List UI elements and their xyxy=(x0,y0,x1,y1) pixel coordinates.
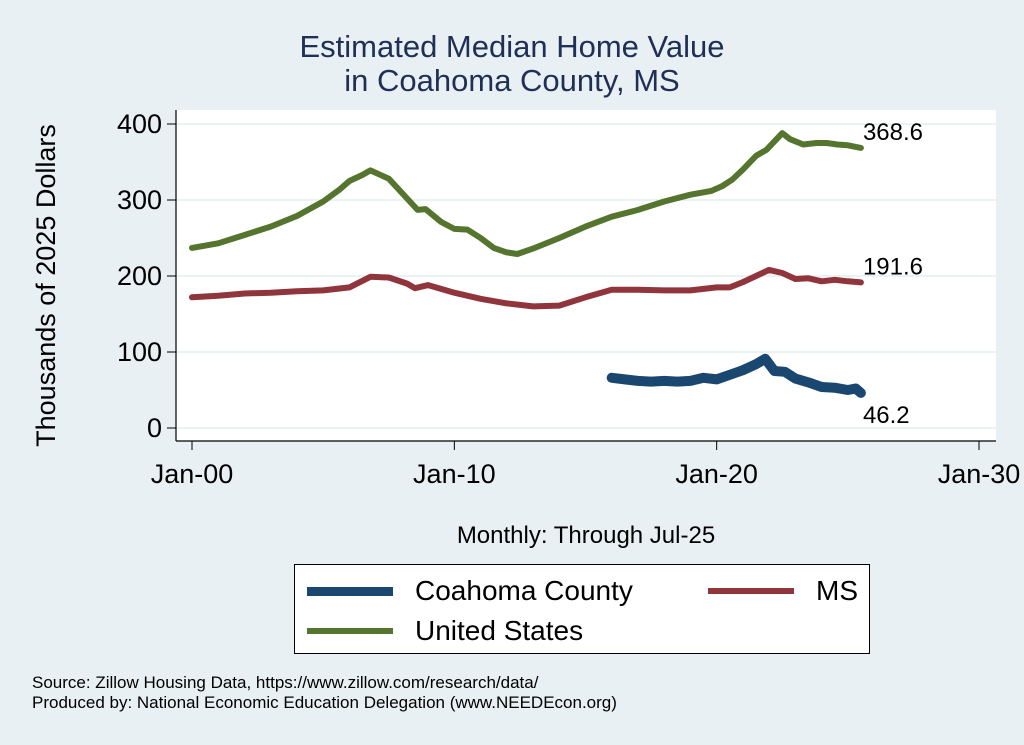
chart-title: Estimated Median Home Value xyxy=(299,29,725,64)
legend-label-coahoma: Coahoma County xyxy=(415,575,633,606)
x-tick-label: Jan-00 xyxy=(151,459,234,489)
series-lines xyxy=(189,130,866,398)
chart-title-block: Estimated Median Home Value in Coahoma C… xyxy=(0,30,1024,98)
end-label-ms: 191.6 xyxy=(863,253,923,280)
axes: 0 100 200 300 400 Jan-00 Jan-10 Jan-20 Jan-30 xyxy=(117,109,1020,489)
source-note: Source: Zillow Housing Data, https://www… xyxy=(32,673,539,692)
legend-label-ms: MS xyxy=(816,575,858,606)
x-tick-label: Jan-20 xyxy=(675,459,758,489)
series-line-ms xyxy=(189,266,864,310)
legend-swatch-coahoma xyxy=(307,586,393,596)
x-tick-label: Jan-10 xyxy=(413,459,496,489)
y-tick-label: 200 xyxy=(117,261,162,291)
series-line-coahoma-county xyxy=(606,353,866,398)
end-labels: 368.6 191.6 46.2 xyxy=(863,119,923,429)
footer: Source: Zillow Housing Data, https://www… xyxy=(32,673,617,713)
y-tick-label: 300 xyxy=(117,185,162,215)
x-tick-label: Jan-30 xyxy=(938,459,1021,489)
gridlines xyxy=(176,123,996,429)
series-line-united-states xyxy=(189,130,864,257)
y-tick-label: 100 xyxy=(117,337,162,367)
legend-swatch-ms xyxy=(708,588,794,594)
legend: Coahoma County MS United States xyxy=(294,564,870,654)
legend-swatch-us xyxy=(307,628,393,634)
legend-item-coahoma: Coahoma County xyxy=(307,575,633,607)
y-tick-label: 400 xyxy=(117,109,162,139)
produced-by-note: Produced by: National Economic Education… xyxy=(32,693,617,712)
y-axis-label: Thousands of 2025 Dollars xyxy=(31,124,61,447)
x-axis-label: Monthly: Through Jul-25 xyxy=(457,522,715,549)
end-label-coahoma-county: 46.2 xyxy=(863,402,910,429)
chart-subtitle: in Coahoma County, MS xyxy=(344,63,680,98)
y-tick-label: 0 xyxy=(147,413,162,443)
legend-item-ms: MS xyxy=(708,575,858,607)
legend-item-us: United States xyxy=(307,615,583,647)
legend-label-us: United States xyxy=(415,615,584,646)
end-label-united-states: 368.6 xyxy=(863,119,923,146)
